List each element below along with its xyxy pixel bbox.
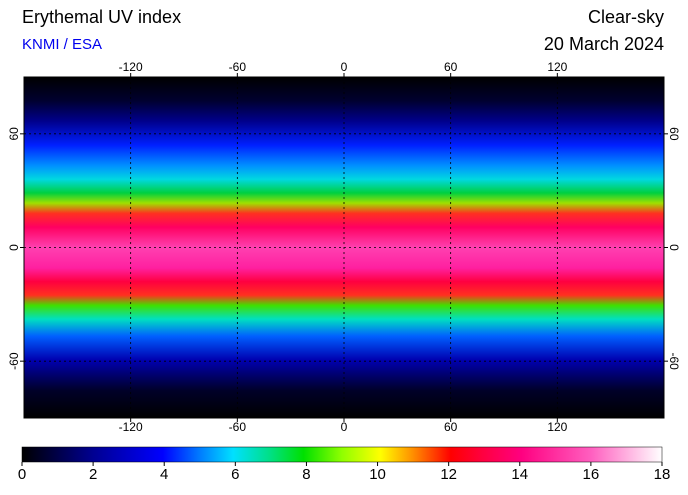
x-tick-label: -120 <box>119 420 143 434</box>
date: 20 March 2024 <box>544 34 664 54</box>
colorbar-tick-label: 2 <box>89 466 97 483</box>
x-tick-label: 0 <box>341 60 348 74</box>
y-tick-label: 0 <box>667 244 681 251</box>
x-tick-label: -120 <box>119 60 143 74</box>
colorbar-tick-label: 4 <box>160 466 168 483</box>
subtitle: KNMI / ESA <box>22 36 102 53</box>
right-title: Clear-sky <box>588 7 664 27</box>
x-tick-label: 120 <box>547 420 567 434</box>
x-tick-label: -60 <box>229 60 247 74</box>
x-tick-label: 60 <box>444 420 458 434</box>
colorbar-tick-label: 16 <box>583 466 600 483</box>
colorbar-tick-label: 8 <box>302 466 310 483</box>
y-tick-label: -60 <box>7 352 21 370</box>
colorbar-tick-label: 14 <box>511 466 528 483</box>
y-tick-label: -60 <box>667 352 681 370</box>
x-tick-label: -60 <box>229 420 247 434</box>
y-tick-label: 0 <box>7 244 21 251</box>
colorbar <box>21 446 663 463</box>
colorbar-tick-label: 0 <box>18 466 26 483</box>
colorbar-tick-label: 6 <box>231 466 239 483</box>
colorbar-tick-label: 10 <box>369 466 386 483</box>
y-tick-label: 60 <box>667 127 681 141</box>
x-tick-label: 120 <box>547 60 567 74</box>
x-tick-label: 0 <box>341 420 348 434</box>
x-tick-label: 60 <box>444 60 458 74</box>
colorbar-tick-label: 18 <box>654 466 671 483</box>
title: Erythemal UV index <box>22 7 181 27</box>
colorbar-tick-label: 12 <box>440 466 457 483</box>
y-tick-label: 60 <box>7 127 21 141</box>
